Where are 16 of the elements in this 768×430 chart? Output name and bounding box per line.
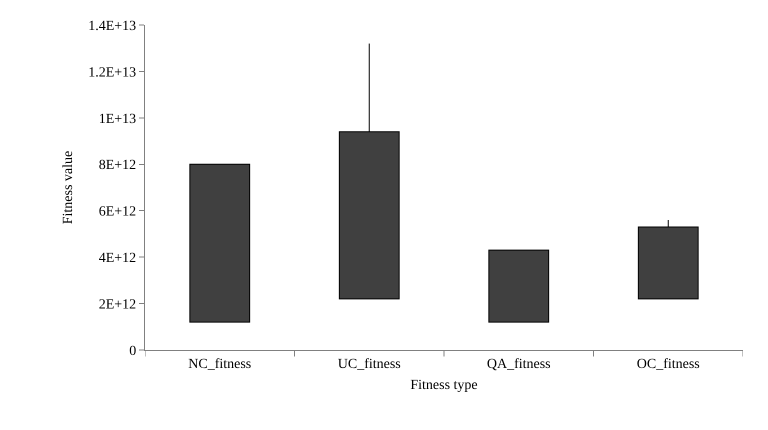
y-tick-label: 1.2E+13 (88, 65, 136, 80)
x-tick-label: NC_fitness (188, 356, 252, 372)
y-tick-label: 6E+12 (98, 204, 136, 220)
bar (488, 250, 550, 323)
bar (189, 164, 250, 323)
y-tick-label: 0 (129, 344, 136, 359)
y-tick-label: 8E+12 (98, 158, 136, 174)
x-tick-label: OC_fitness (636, 356, 700, 372)
x-axis-title: Fitness type (410, 378, 478, 394)
y-tick-label: 2E+12 (98, 297, 136, 312)
x-tick-label: QA_fitness (486, 356, 551, 372)
x-tick-label: UC_fitness (338, 356, 401, 372)
y-axis-title: Fitness value (60, 150, 76, 224)
y-tick-label: 4E+12 (98, 251, 136, 266)
y-tick-label: 1E+13 (98, 112, 136, 127)
y-tick-label: 1.4E+13 (88, 18, 136, 34)
